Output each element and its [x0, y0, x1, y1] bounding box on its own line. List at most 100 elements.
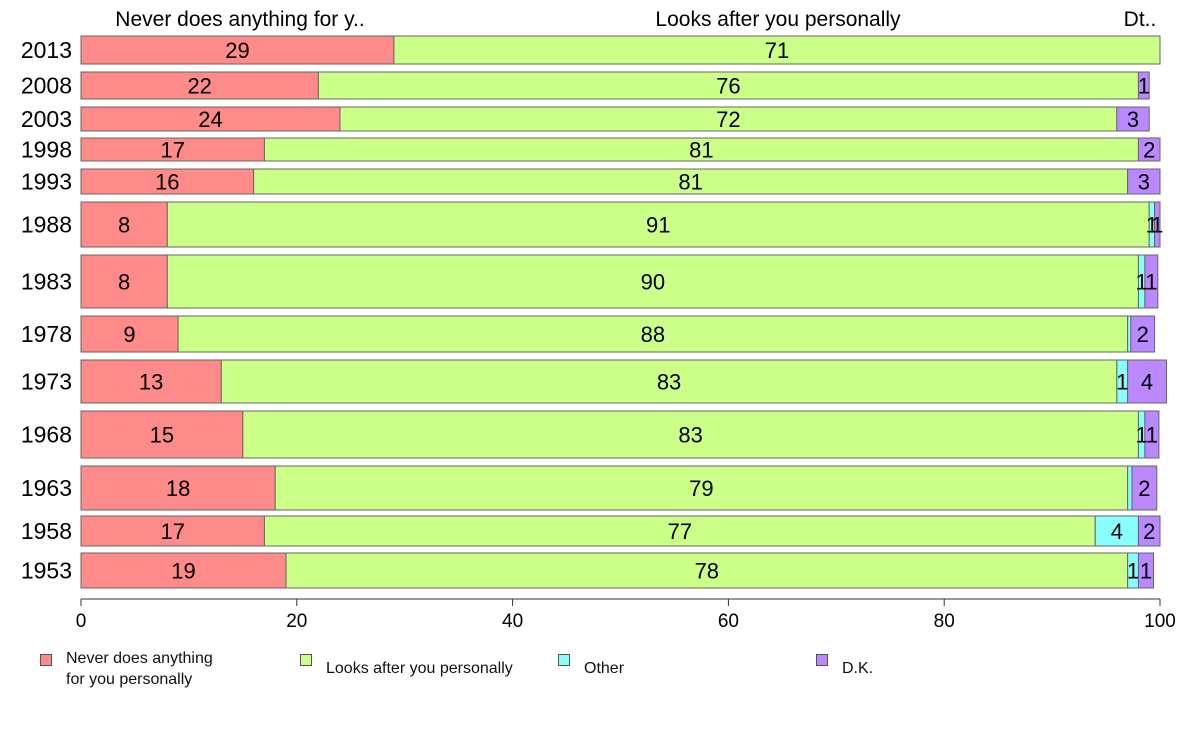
y-label-1963: 1963	[21, 475, 72, 501]
x-tick-label-0: 0	[76, 611, 87, 632]
bar-1973-d-k	[1127, 359, 1167, 404]
data-label-2008-never-does-anything-for-you-personally: 22	[187, 74, 211, 99]
legend-swatch-never	[40, 654, 52, 666]
data-label-1993-never-does-anything-for-you-personally: 16	[155, 170, 179, 195]
legend-item-never: Never does anything for you personally	[40, 648, 213, 690]
bar-1963-other	[1127, 465, 1133, 511]
data-label-1988-never-does-anything-for-you-personally: 8	[118, 213, 130, 238]
bar-1988-d-k	[1154, 201, 1161, 248]
bar-2008-d-k	[1137, 71, 1150, 100]
data-label-1998-never-does-anything-for-you-personally: 17	[160, 138, 184, 163]
legend-swatch-other	[558, 654, 570, 666]
x-axis: 0 20 40 60 80 100	[76, 598, 1176, 632]
bar-2003-never-does-anything-for-you-personally	[80, 106, 341, 132]
bar-1988-looks-after-you-personally	[166, 201, 1150, 248]
data-label-1973-looks-after-you-personally: 83	[657, 370, 681, 395]
bar-1978-never-does-anything-for-you-personally	[80, 315, 179, 353]
bar-1973-never-does-anything-for-you-personally	[80, 359, 222, 404]
data-label-1983-d-k: 1	[1145, 270, 1157, 295]
data-label-1953-d-k: 1	[1140, 559, 1152, 584]
data-label-1958-d-k: 2	[1143, 519, 1155, 544]
data-label-1963-never-does-anything-for-you-personally: 18	[166, 476, 190, 501]
legend-label-dk: D.K.	[842, 660, 874, 677]
data-label-1978-d-k: 2	[1137, 322, 1149, 347]
bar-2003-looks-after-you-personally	[339, 106, 1118, 132]
column-headers: Never does anything for y.. Looks after y…	[115, 8, 1156, 31]
y-label-1983: 1983	[21, 269, 72, 295]
data-label-1978-never-does-anything-for-you-personally: 9	[123, 322, 135, 347]
data-label-2008-d-k: 1	[1138, 74, 1150, 99]
data-label-1958-looks-after-you-personally: 77	[668, 519, 692, 544]
x-tick-label-60: 60	[718, 611, 739, 632]
data-label-1958-never-does-anything-for-you-personally: 17	[160, 519, 184, 544]
y-label-1953: 1953	[21, 558, 72, 584]
y-label-1978: 1978	[21, 321, 72, 347]
y-label-1973: 1973	[21, 369, 72, 395]
data-label-2013-looks-after-you-personally: 71	[765, 38, 789, 63]
data-label-1993-looks-after-you-personally: 81	[678, 170, 702, 195]
column-header-1: Looks after you personally	[655, 8, 901, 31]
legend-label-never: Never does anything for you personally	[66, 650, 213, 688]
x-tick-label-100: 100	[1144, 611, 1176, 632]
data-label-1963-d-k: 2	[1138, 476, 1150, 501]
data-label-2008-looks-after-you-personally: 76	[716, 74, 740, 99]
x-tick-label-40: 40	[502, 611, 523, 632]
bar-1958-d-k	[1137, 515, 1161, 547]
data-label-2003-never-does-anything-for-you-personally: 24	[198, 107, 222, 132]
data-label-1993-d-k: 3	[1138, 170, 1150, 195]
y-label-1968: 1968	[21, 422, 72, 448]
legend-label-looks-after: Looks after you personally	[326, 660, 513, 677]
data-label-1968-d-k: 1	[1146, 423, 1158, 448]
bar-1993-never-does-anything-for-you-personally	[80, 168, 255, 195]
data-label-1983-never-does-anything-for-you-personally: 8	[118, 270, 130, 295]
bar-1963-looks-after-you-personally	[274, 465, 1129, 511]
data-label-1968-other: 1	[1136, 423, 1148, 448]
legend-item-other: Other	[558, 648, 624, 679]
data-label-1988-looks-after-you-personally: 91	[646, 213, 670, 238]
bar-2013-looks-after-you-personally	[393, 35, 1161, 65]
bar-1973-looks-after-you-personally	[220, 359, 1118, 404]
legend-swatch-looks-after	[300, 654, 312, 666]
y-label-2008: 2008	[21, 73, 72, 99]
bar-1968-never-does-anything-for-you-personally	[80, 410, 244, 459]
data-label-1978-looks-after-you-personally: 88	[641, 322, 665, 347]
data-label-2013-never-does-anything-for-you-personally: 29	[225, 38, 249, 63]
data-label-1973-other: 1	[1116, 370, 1128, 395]
bar-1978-d-k	[1130, 315, 1156, 353]
bar-1963-d-k	[1131, 465, 1158, 511]
bar-1988-never-does-anything-for-you-personally	[80, 201, 168, 248]
bar-1983-never-does-anything-for-you-personally	[80, 254, 168, 309]
bar-1978-looks-after-you-personally	[177, 315, 1129, 353]
bar-1993-looks-after-you-personally	[253, 168, 1129, 195]
x-tick-label-80: 80	[934, 611, 955, 632]
legend-item-dk: D.K.	[816, 648, 873, 679]
y-label-1958: 1958	[21, 518, 72, 544]
y-label-2013: 2013	[21, 37, 72, 63]
legend-item-looks-after: Looks after you personally	[300, 648, 513, 679]
data-label-1998-looks-after-you-personally: 81	[689, 138, 713, 163]
bar-1953-d-k	[1137, 552, 1155, 589]
bar-2008-never-does-anything-for-you-personally	[80, 71, 319, 100]
y-label-1988: 1988	[21, 212, 72, 238]
bar-1958-looks-after-you-personally	[263, 515, 1096, 547]
data-label-1983-other: 1	[1136, 270, 1148, 295]
data-label-1973-d-k: 4	[1141, 370, 1153, 395]
bar-1958-other	[1094, 515, 1139, 547]
bar-2003-d-k	[1116, 106, 1150, 132]
legend-swatch-dk	[816, 654, 828, 666]
data-label-1953-looks-after-you-personally: 78	[695, 559, 719, 584]
column-header-2: Dt..	[1124, 8, 1157, 31]
bar-1968-d-k	[1144, 410, 1160, 459]
data-label-1988-other: 1	[1146, 213, 1158, 238]
bar-1968-looks-after-you-personally	[242, 410, 1139, 459]
data-label-1953-never-does-anything-for-you-personally: 19	[171, 559, 195, 584]
bar-2013-never-does-anything-for-you-personally	[80, 35, 395, 65]
x-tick-label-20: 20	[286, 611, 307, 632]
column-header-0: Never does anything for y..	[115, 8, 364, 31]
bar-1998-d-k	[1137, 137, 1161, 162]
data-label-1973-never-does-anything-for-you-personally: 13	[139, 370, 163, 395]
bar-1983-d-k	[1144, 254, 1159, 309]
data-label-1968-never-does-anything-for-you-personally: 15	[150, 423, 174, 448]
y-label-1993: 1993	[21, 169, 72, 195]
